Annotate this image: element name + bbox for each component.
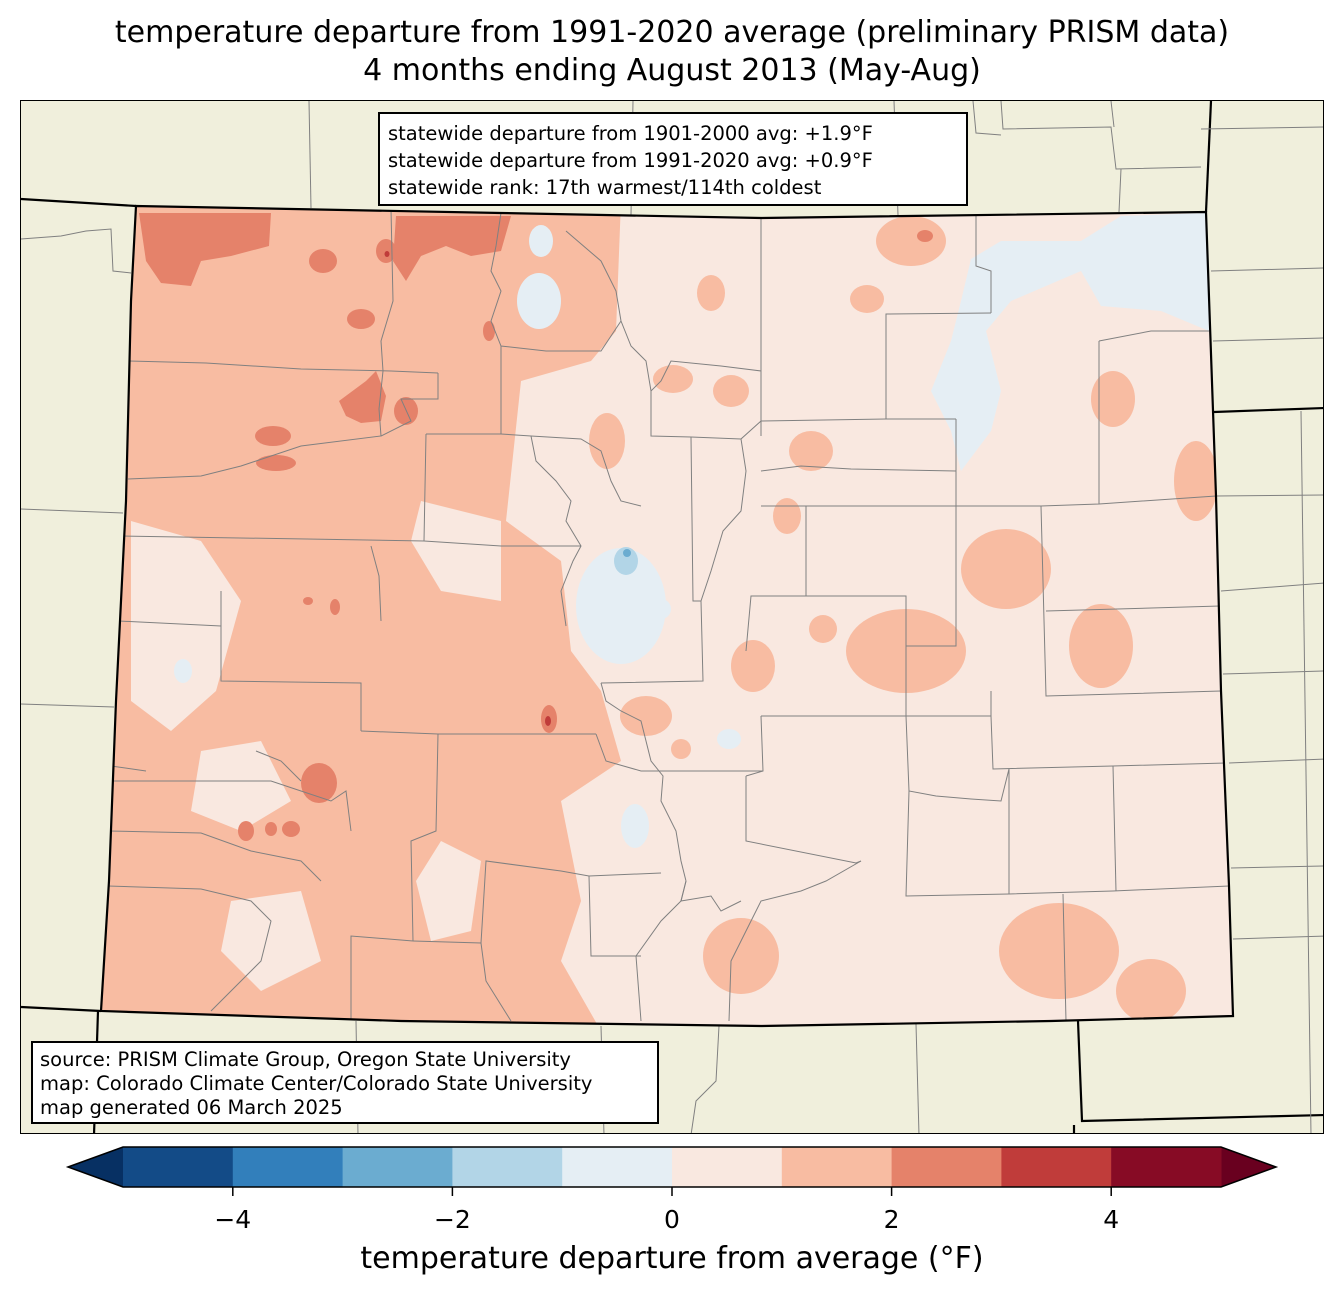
colorbar-tick-label: −2 <box>433 1205 471 1234</box>
colorbar <box>65 1146 1279 1196</box>
colorbar-segment <box>1111 1147 1222 1187</box>
colorbar-segment <box>891 1147 1002 1187</box>
statewide-stats-box: statewide departure from 1901-2000 avg: … <box>378 112 968 206</box>
source-box: source: PRISM Climate Group, Oregon Stat… <box>31 1041 659 1124</box>
colorbar-tick-label: 2 <box>883 1205 900 1234</box>
colorbar-segment <box>232 1147 344 1187</box>
colorado-map <box>21 101 1323 1133</box>
colorbar-segment <box>123 1147 234 1187</box>
stats-departure-1991-2020: statewide departure from 1991-2020 avg: … <box>388 149 873 172</box>
map-frame <box>20 100 1324 1134</box>
colorbar-segment <box>672 1147 783 1187</box>
neighbor-county-lines <box>21 101 1323 1133</box>
departure-field <box>101 206 1233 1026</box>
title-line-1: temperature departure from 1991-2020 ave… <box>114 15 1230 50</box>
colorbar-tick-label: −4 <box>214 1205 252 1234</box>
colorado-county-lines <box>106 208 1230 1022</box>
colorbar-segment <box>562 1147 673 1187</box>
map-title: temperature departure from 1991-2020 ave… <box>0 14 1344 90</box>
source-line-2: map: Colorado Climate Center/Colorado St… <box>40 1072 593 1095</box>
colorbar-tick-label: 0 <box>664 1205 680 1234</box>
colorbar-extend-low <box>68 1147 123 1187</box>
stats-rank: statewide rank: 17th warmest/114th colde… <box>388 176 822 199</box>
colorbar-outline <box>65 1146 1279 1188</box>
source-line-1: source: PRISM Climate Group, Oregon Stat… <box>40 1048 571 1071</box>
colorbar-extend-high <box>1221 1147 1276 1187</box>
colorbar-segment <box>781 1147 893 1187</box>
colorbar-segment <box>452 1147 563 1187</box>
title-line-2: 4 months ending August 2013 (May-Aug) <box>363 53 981 88</box>
colorbar-tick-label: 4 <box>1103 1205 1120 1234</box>
colorbar-segment <box>342 1147 453 1187</box>
colorbar-segment <box>1001 1147 1112 1187</box>
colorado-state-border <box>99 204 1235 1028</box>
source-line-3: map generated 06 March 2025 <box>40 1096 343 1119</box>
colorbar-label: temperature departure from average (°F) <box>360 1241 984 1276</box>
stats-departure-1901-2000: statewide departure from 1901-2000 avg: … <box>388 122 873 145</box>
